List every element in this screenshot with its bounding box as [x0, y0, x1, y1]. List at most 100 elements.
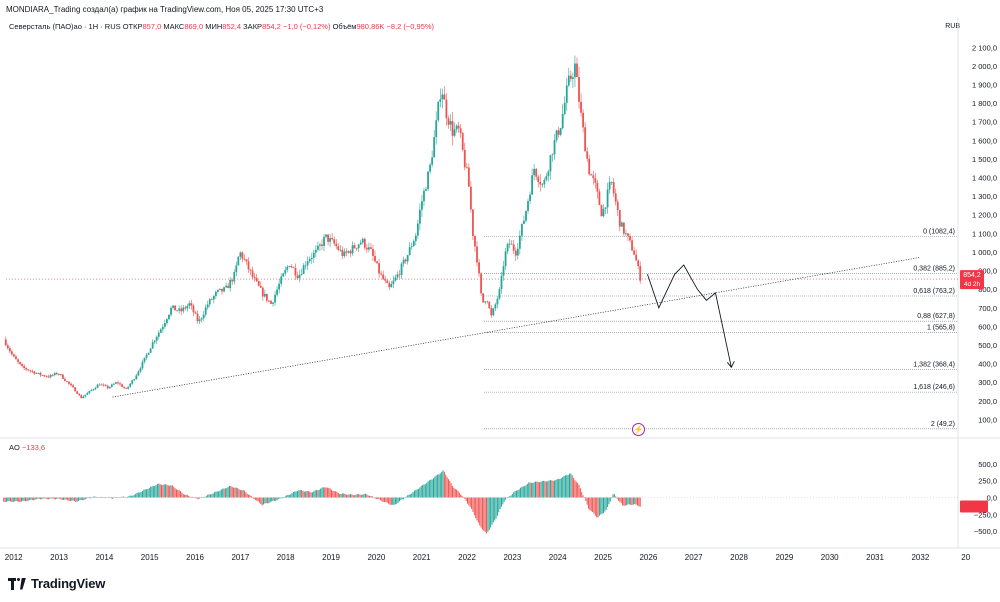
chart-canvas[interactable]: 2 100,0 2 000,0 1 900,0 1 800,0 1 700,0 1 600… — [0, 0, 1000, 570]
candle-body — [174, 305, 176, 311]
candle-body — [321, 244, 323, 246]
candle-body — [43, 375, 46, 377]
ao-bar — [430, 479, 432, 498]
x-tick-label: 2025 — [594, 553, 612, 562]
flash-icon[interactable]: ⚡ — [632, 423, 645, 436]
ao-y-tick-label: −250,0 — [974, 510, 997, 519]
candle-body — [253, 277, 256, 279]
candle-body — [192, 305, 195, 313]
candle-body — [425, 189, 427, 191]
ao-bar — [169, 485, 171, 498]
candle-body — [180, 308, 183, 312]
ao-bar — [124, 496, 126, 498]
ao-bar — [45, 497, 47, 499]
candle-body — [13, 354, 15, 357]
candle-body — [559, 128, 562, 135]
ao-bar — [362, 494, 364, 498]
candle-body — [86, 393, 89, 395]
symbol-name[interactable]: Северсталь (ПАО)ао · 1Н · RUS — [9, 22, 121, 31]
candle-body — [223, 287, 225, 292]
ao-bar — [188, 495, 190, 498]
open-value: 857,0 — [142, 22, 162, 31]
ao-bar — [513, 492, 515, 498]
candle-body — [280, 276, 283, 284]
ao-bar — [112, 497, 114, 499]
candle-body — [268, 300, 270, 302]
ao-bar — [484, 497, 486, 532]
ao-name[interactable]: AO — [9, 443, 20, 452]
candle-body — [353, 245, 356, 249]
ao-bar — [264, 497, 266, 504]
ao-bar — [358, 494, 360, 498]
ao-bar — [468, 497, 470, 506]
ao-bar — [309, 491, 311, 498]
ao-bar — [228, 485, 230, 498]
logo-text: TradingView — [31, 576, 106, 591]
ao-bar — [137, 492, 139, 498]
ao-bar — [60, 497, 62, 500]
ao-bar — [201, 497, 203, 498]
ao-bar — [295, 491, 297, 498]
ao-bar — [360, 494, 362, 498]
y-tick-label: 1 700,0 — [972, 118, 997, 127]
ao-bar — [219, 490, 221, 498]
candle-body — [555, 130, 558, 141]
ao-bar — [273, 497, 275, 501]
ao-bar — [63, 497, 65, 500]
y-tick-label: 500,0 — [978, 341, 997, 350]
candle-body — [386, 280, 389, 284]
ao-bar — [570, 473, 572, 498]
candle-body — [588, 158, 591, 175]
ao-bar — [446, 477, 448, 498]
candle-body — [78, 393, 81, 396]
candle-body — [90, 390, 93, 391]
candle-body — [153, 340, 156, 343]
ao-bar — [424, 484, 426, 498]
candle-body — [578, 77, 580, 102]
close-value: 854,2 — [262, 22, 281, 31]
ao-bar — [378, 497, 380, 500]
candle-body — [357, 244, 360, 249]
candle-body — [398, 274, 401, 276]
ao-bar — [26, 497, 28, 502]
projection-arrow-head — [726, 361, 735, 369]
ao-bar — [555, 479, 557, 498]
ao-bar — [260, 497, 262, 505]
candle-body — [453, 129, 456, 136]
ao-bar — [415, 489, 417, 498]
currency-label[interactable]: RUB — [945, 23, 960, 30]
ao-bar — [545, 481, 547, 498]
candle-body — [96, 384, 99, 388]
ao-bar — [337, 492, 339, 498]
candle-body — [604, 207, 607, 209]
ao-bar — [194, 497, 196, 498]
ao-bar — [624, 497, 626, 506]
candle-body — [437, 101, 440, 121]
candle-body — [580, 101, 582, 113]
ao-bar — [290, 494, 292, 498]
candle-body — [439, 99, 442, 102]
candle-body — [631, 240, 633, 251]
candle-body — [376, 261, 378, 264]
ao-bar — [284, 496, 286, 498]
ao-bar — [578, 484, 580, 498]
candle-body — [629, 235, 631, 241]
ao-bar — [359, 494, 361, 498]
candle-body — [137, 371, 140, 376]
candle-body — [465, 167, 468, 169]
candle-body — [272, 302, 274, 304]
tradingview-logo[interactable]: TradingView — [8, 576, 105, 591]
candle-body — [467, 167, 470, 187]
ao-bar — [286, 495, 288, 498]
y-tick-label: 700,0 — [978, 304, 997, 313]
change-value: −1,0 (−0,12%) — [282, 22, 331, 31]
ao-bar — [73, 497, 75, 502]
ao-bar — [420, 485, 422, 498]
ao-bar — [487, 497, 489, 532]
candle-body — [335, 243, 338, 247]
candle-body — [482, 293, 485, 303]
ao-bar — [233, 487, 235, 498]
candle-body — [64, 378, 66, 381]
ao-bar — [552, 480, 554, 498]
ao-bar — [581, 492, 583, 498]
